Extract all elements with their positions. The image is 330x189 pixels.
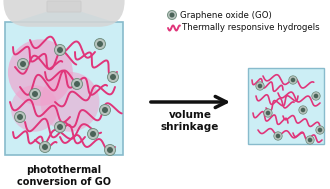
Circle shape bbox=[108, 71, 118, 83]
FancyBboxPatch shape bbox=[248, 68, 324, 144]
Circle shape bbox=[32, 91, 38, 97]
Circle shape bbox=[97, 41, 103, 47]
Circle shape bbox=[90, 131, 96, 137]
Circle shape bbox=[102, 107, 108, 113]
Circle shape bbox=[42, 144, 48, 150]
Ellipse shape bbox=[11, 85, 58, 132]
Circle shape bbox=[306, 136, 314, 144]
Circle shape bbox=[54, 122, 65, 132]
FancyBboxPatch shape bbox=[47, 1, 81, 12]
Ellipse shape bbox=[40, 72, 99, 132]
Circle shape bbox=[276, 134, 280, 138]
Circle shape bbox=[29, 88, 41, 99]
Circle shape bbox=[318, 128, 322, 132]
Text: Graphene oxide (GO): Graphene oxide (GO) bbox=[180, 11, 272, 19]
Circle shape bbox=[314, 94, 318, 98]
Circle shape bbox=[87, 129, 98, 139]
Ellipse shape bbox=[8, 39, 73, 106]
Circle shape bbox=[40, 142, 50, 153]
Circle shape bbox=[299, 106, 307, 114]
Circle shape bbox=[17, 59, 28, 70]
Circle shape bbox=[15, 112, 25, 122]
Circle shape bbox=[17, 114, 23, 120]
Circle shape bbox=[105, 145, 115, 156]
Circle shape bbox=[289, 76, 297, 84]
Polygon shape bbox=[15, 10, 114, 22]
Text: Thermally responsive hydrogels: Thermally responsive hydrogels bbox=[182, 23, 320, 33]
Circle shape bbox=[170, 12, 175, 18]
Circle shape bbox=[72, 78, 82, 90]
Circle shape bbox=[264, 109, 272, 117]
Circle shape bbox=[107, 147, 113, 153]
Circle shape bbox=[301, 108, 305, 112]
Circle shape bbox=[308, 138, 312, 142]
Circle shape bbox=[256, 82, 264, 90]
Circle shape bbox=[20, 61, 26, 67]
Circle shape bbox=[110, 74, 116, 80]
Circle shape bbox=[54, 44, 65, 56]
Circle shape bbox=[312, 92, 320, 100]
FancyBboxPatch shape bbox=[5, 22, 123, 155]
Circle shape bbox=[274, 132, 282, 140]
Circle shape bbox=[100, 105, 111, 115]
Circle shape bbox=[316, 126, 324, 134]
Circle shape bbox=[291, 78, 295, 82]
Circle shape bbox=[258, 84, 262, 88]
Circle shape bbox=[94, 39, 106, 50]
Text: visible light
irradiation: visible light irradiation bbox=[29, 0, 99, 1]
Text: volume
shrinkage: volume shrinkage bbox=[161, 110, 219, 132]
Circle shape bbox=[57, 124, 63, 130]
Text: photothermal
conversion of GO: photothermal conversion of GO bbox=[17, 165, 111, 187]
Circle shape bbox=[74, 81, 80, 87]
Circle shape bbox=[266, 111, 270, 115]
Circle shape bbox=[57, 47, 63, 53]
Circle shape bbox=[168, 11, 177, 19]
